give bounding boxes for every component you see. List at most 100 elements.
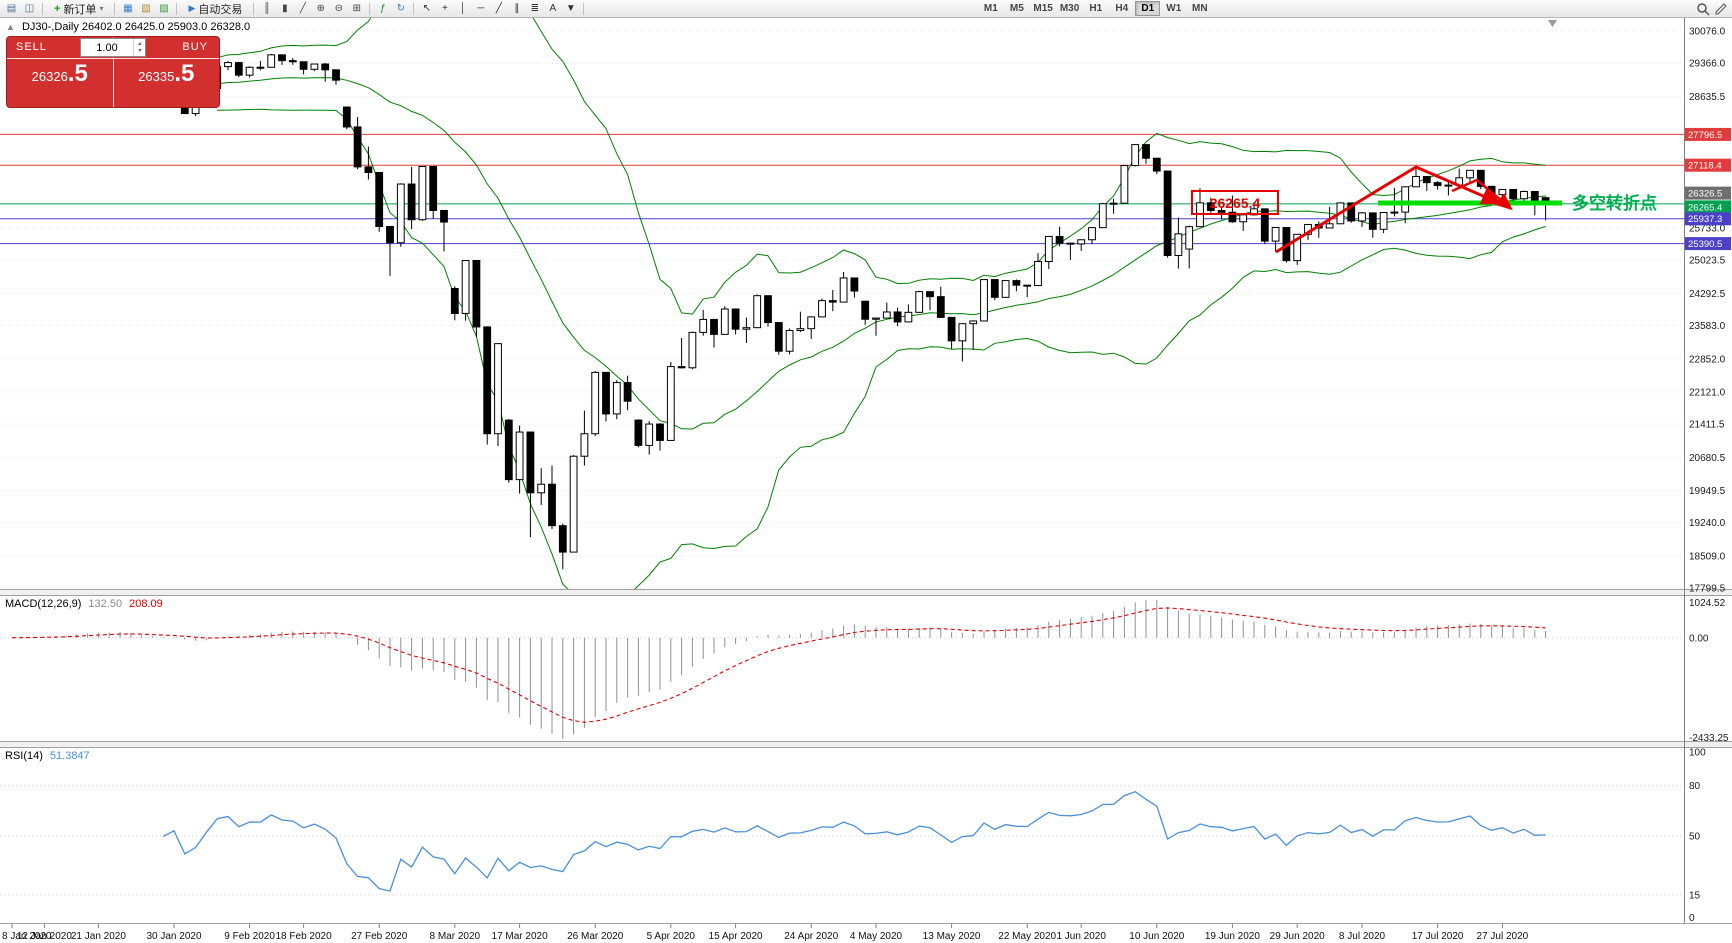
price-axis: 30076.0 29366.0 28635.5 25733.0 25023.5 24292… [1684,18,1731,924]
svg-text:15 Apr 2020: 15 Apr 2020 [709,931,763,942]
rsi-line [162,790,1546,892]
horizontal-line-icon[interactable]: ─ [477,3,485,14]
play-icon: ▶ [188,3,196,13]
one-click-trading-panel: SELL 26326.5 BUY 26335.5 ▴▾ [6,36,220,108]
main-grid [0,30,1684,589]
chevron-down-icon: ▾ [99,4,104,13]
svg-text:26326.5: 26326.5 [1688,189,1722,200]
timeframe-m1-button[interactable]: M1 [978,1,1003,16]
timeframe-group: M1 M5 M15 M30 H1 H4 D1 W1 MN [978,1,1212,16]
vertical-line-icon[interactable]: │ [459,3,466,14]
chart-profiles-icon[interactable]: ◫ [24,3,35,14]
svg-text:4 May 2020: 4 May 2020 [850,931,903,942]
timeframe-h1-button[interactable]: H1 [1083,1,1108,16]
svg-text:19 Jun 2020: 19 Jun 2020 [1205,931,1260,942]
navigator-icon[interactable]: ▨ [159,3,169,14]
macd-indicator-label: MACD(12,26,9) 132.50 208.09 [5,598,163,610]
svg-text:30 Jan 2020: 30 Jan 2020 [146,931,201,942]
auto-trading-button[interactable]: ▶ 自动交易 [181,1,249,17]
timeframe-w1-button[interactable]: W1 [1161,1,1186,16]
svg-text:22121.0: 22121.0 [1689,387,1726,398]
svg-text:24292.5: 24292.5 [1689,289,1726,300]
toolbar-separator [42,2,43,15]
annotations[interactable]: 26265.4 多空转折点 [1191,165,1657,254]
toolbar-separator [413,2,415,15]
crosshair-icon[interactable]: + [441,3,448,14]
horizontal-lines[interactable] [0,133,1684,245]
svg-text:26265.4: 26265.4 [1688,202,1722,213]
toolbar-group-right [1694,1,1729,16]
timeframe-m5-button[interactable]: M5 [1004,1,1029,16]
svg-text:27118.4: 27118.4 [1688,161,1722,172]
sell-label: SELL [7,37,113,59]
svg-text:18 Feb 2020: 18 Feb 2020 [276,931,333,942]
bb-upper-band [217,18,1546,315]
candles-chart-icon[interactable]: ▮ [282,3,288,14]
timeframe-d1-button[interactable]: D1 [1135,1,1161,16]
svg-text:1024.52: 1024.52 [1689,598,1726,609]
zoom-in-icon[interactable]: ⊕ [316,3,326,14]
svg-text:25023.5: 25023.5 [1689,256,1726,267]
volume-field[interactable]: ▴▾ [80,38,146,57]
auto-trading-label: 自动交易 [198,3,243,16]
svg-text:10 Jun 2020: 10 Jun 2020 [1129,931,1184,942]
one-click-collapse-arrow[interactable]: ▲ [6,22,15,32]
text-label-icon[interactable]: A [549,3,557,14]
svg-text:21 Jan 2020: 21 Jan 2020 [71,931,126,942]
tile-windows-icon[interactable]: ⊞ [352,3,362,14]
timeframe-mn-button[interactable]: MN [1187,1,1212,16]
svg-text:0: 0 [1689,913,1695,924]
price-tag-26265.4 [1685,200,1731,214]
rsi-panel [0,785,1684,896]
bars-chart-icon[interactable]: ║ [263,3,271,14]
toolbar-group-files: ▤ ◫ [3,1,46,16]
svg-text:17 Mar 2020: 17 Mar 2020 [492,931,549,942]
svg-text:22 May 2020: 22 May 2020 [998,931,1056,942]
add-indicator-icon[interactable]: ƒ [380,3,386,14]
symbol-ohlc-text: DJ30-,Daily 26402.0 26425.0 25903.0 2632… [21,21,251,33]
svg-text:19240.0: 19240.0 [1689,518,1726,529]
price-tag-25937.3 [1685,212,1731,226]
timeframe-m15-button[interactable]: M15 [1030,1,1055,16]
bid-price-tag [1685,186,1731,200]
zoom-out-icon[interactable]: ⊖ [334,3,344,14]
data-window-icon[interactable]: ▧ [141,3,151,14]
bb-lower-band [217,108,1546,589]
svg-text:19949.5: 19949.5 [1689,486,1726,497]
svg-text:22852.0: 22852.0 [1689,354,1726,365]
volume-input[interactable] [81,39,133,56]
svg-text:25937.3: 25937.3 [1688,214,1722,225]
equidistant-channel-icon[interactable]: ∥ [514,3,520,14]
fibonacci-icon[interactable]: ≣ [530,3,540,14]
svg-text:50: 50 [1689,832,1701,843]
timeframe-m30-button[interactable]: M30 [1057,1,1082,16]
arrows-tool-icon[interactable]: ▼ [565,3,576,14]
new-order-label: 新订单 [63,3,97,16]
pencil-icon[interactable] [1712,1,1729,16]
svg-text:28635.5: 28635.5 [1689,92,1726,103]
buy-price: 26335.5 [138,60,195,87]
price-tag-25390.5 [1685,237,1731,251]
turning-point-text: 多空转折点 [1572,193,1657,213]
line-chart-icon[interactable]: ╱ [299,3,306,14]
toolbar-separator [253,2,255,15]
period-menu-icon[interactable]: ↻ [396,3,406,14]
search-icon[interactable] [1694,1,1711,16]
volume-spinner[interactable]: ▴ ▾ [133,39,145,56]
toolbar-separator [583,2,585,15]
svg-text:25733.0: 25733.0 [1689,224,1726,235]
svg-text:12 Jan 2020: 12 Jan 2020 [17,931,72,942]
trade-panel-divider [112,37,114,107]
trendline-icon[interactable]: ╱ [495,3,502,14]
price-tag-27796.5 [1685,127,1731,141]
new-order-button[interactable]: + 新订单 ▾ [47,1,110,17]
svg-text:13 May 2020: 13 May 2020 [923,931,981,942]
cursor-icon[interactable]: ↖ [422,3,432,14]
timeframe-h4-button[interactable]: H4 [1109,1,1134,16]
market-watch-icon[interactable]: ▦ [123,3,133,14]
svg-text:80: 80 [1689,781,1701,792]
new-chart-icon[interactable]: ▤ [6,3,17,14]
toolbar-separator [176,2,178,15]
